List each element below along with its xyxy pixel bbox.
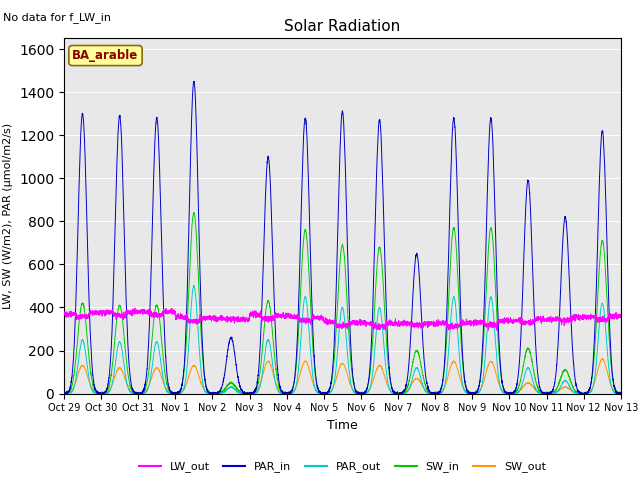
Title: Solar Radiation: Solar Radiation <box>284 20 401 35</box>
Text: No data for f_LW_in: No data for f_LW_in <box>3 12 111 23</box>
Text: BA_arable: BA_arable <box>72 49 139 62</box>
Y-axis label: LW, SW (W/m2), PAR (μmol/m2/s): LW, SW (W/m2), PAR (μmol/m2/s) <box>3 123 13 309</box>
Legend: LW_out, PAR_in, PAR_out, SW_in, SW_out: LW_out, PAR_in, PAR_out, SW_in, SW_out <box>134 457 550 477</box>
X-axis label: Time: Time <box>327 419 358 432</box>
